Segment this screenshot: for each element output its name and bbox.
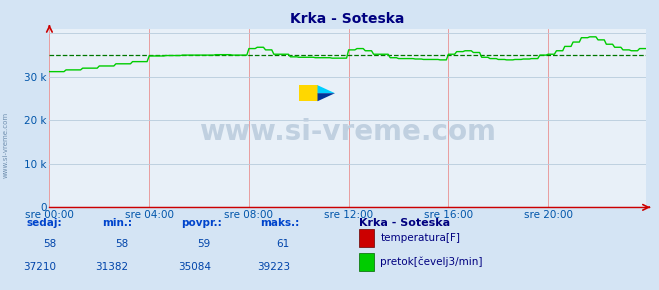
Text: min.:: min.: <box>102 218 132 227</box>
Bar <box>299 85 318 101</box>
Polygon shape <box>318 85 335 93</box>
Title: Krka - Soteska: Krka - Soteska <box>291 12 405 26</box>
Text: 58: 58 <box>115 239 129 249</box>
Text: 61: 61 <box>277 239 290 249</box>
Text: 59: 59 <box>198 239 211 249</box>
Text: www.si-vreme.com: www.si-vreme.com <box>199 118 496 146</box>
Text: temperatura[F]: temperatura[F] <box>380 233 460 243</box>
Polygon shape <box>318 93 335 101</box>
Text: pretok[čevelj3/min]: pretok[čevelj3/min] <box>380 256 483 267</box>
Text: maks.:: maks.: <box>260 218 300 227</box>
Text: 35084: 35084 <box>178 262 211 272</box>
Text: 37210: 37210 <box>23 262 56 272</box>
Text: 58: 58 <box>43 239 56 249</box>
Text: sedaj:: sedaj: <box>26 218 62 227</box>
Text: povpr.:: povpr.: <box>181 218 222 227</box>
Text: Krka - Soteska: Krka - Soteska <box>359 218 450 227</box>
Text: 31382: 31382 <box>96 262 129 272</box>
Text: 39223: 39223 <box>257 262 290 272</box>
Text: www.si-vreme.com: www.si-vreme.com <box>2 112 9 178</box>
